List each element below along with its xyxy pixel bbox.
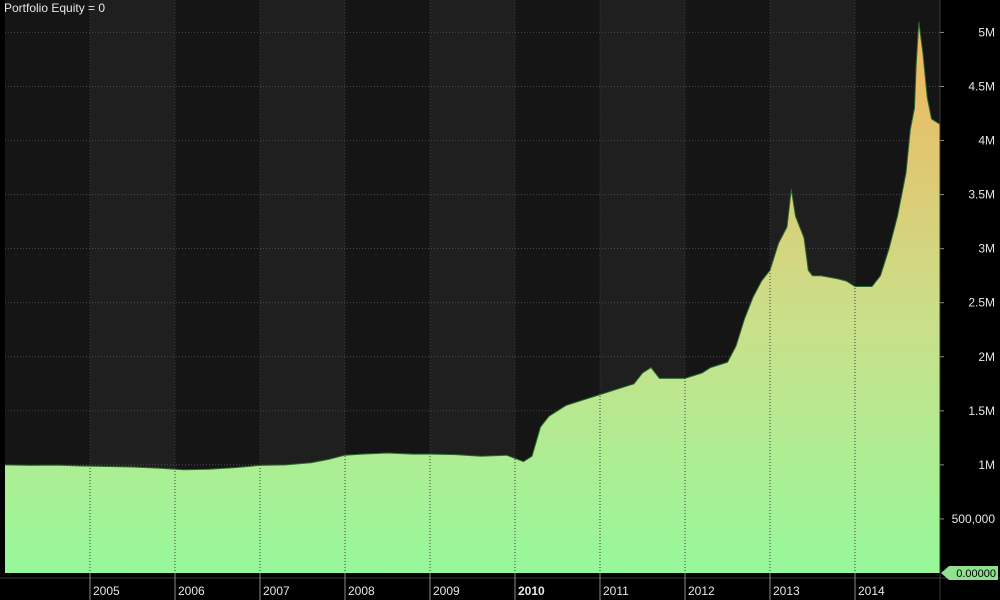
y-tick-label: 2M (978, 350, 995, 364)
y-tick-label: 4.5M (968, 79, 995, 93)
y-tick-label: 4M (978, 134, 995, 148)
x-tick-label: 2013 (773, 584, 800, 598)
y-tick-label: 5M (978, 25, 995, 39)
equity-area (5, 21, 940, 574)
x-tick-label: 2014 (858, 584, 885, 598)
y-tick-label: 1.5M (968, 404, 995, 418)
x-tick-label: 2009 (433, 584, 460, 598)
x-tick-label: 2007 (263, 584, 290, 598)
y-tick-label: 2.5M (968, 296, 995, 310)
x-tick-label: 2008 (348, 584, 375, 598)
last-value-marker: 0.00000 (941, 566, 998, 580)
y-axis: 500,000 1M 1.5M 2M 2.5M 3M 3.5M 4M 4.5M 5M (940, 25, 995, 526)
x-tick-label: 2010 (518, 584, 545, 598)
y-tick-label: 500,000 (952, 512, 996, 526)
y-tick-label: 3M (978, 242, 995, 256)
y-tick-label: 3.5M (968, 188, 995, 202)
year-dividers (89, 0, 856, 573)
y-tick-label: 1M (978, 458, 995, 472)
last-value-badge (941, 566, 998, 580)
equity-line (4, 21, 941, 471)
chart-title: Portfolio Equity = 0 (4, 1, 105, 15)
x-tick-label: 2012 (688, 584, 715, 598)
x-tick-label: 2011 (603, 584, 629, 598)
x-tick-label: 2005 (93, 584, 120, 598)
last-value-label: 0.00000 (956, 568, 996, 580)
x-tick-label: 2006 (178, 584, 205, 598)
x-axis: 2005 2006 2007 2008 2009 2010 2011 2012 2013 2014 (89, 573, 885, 600)
